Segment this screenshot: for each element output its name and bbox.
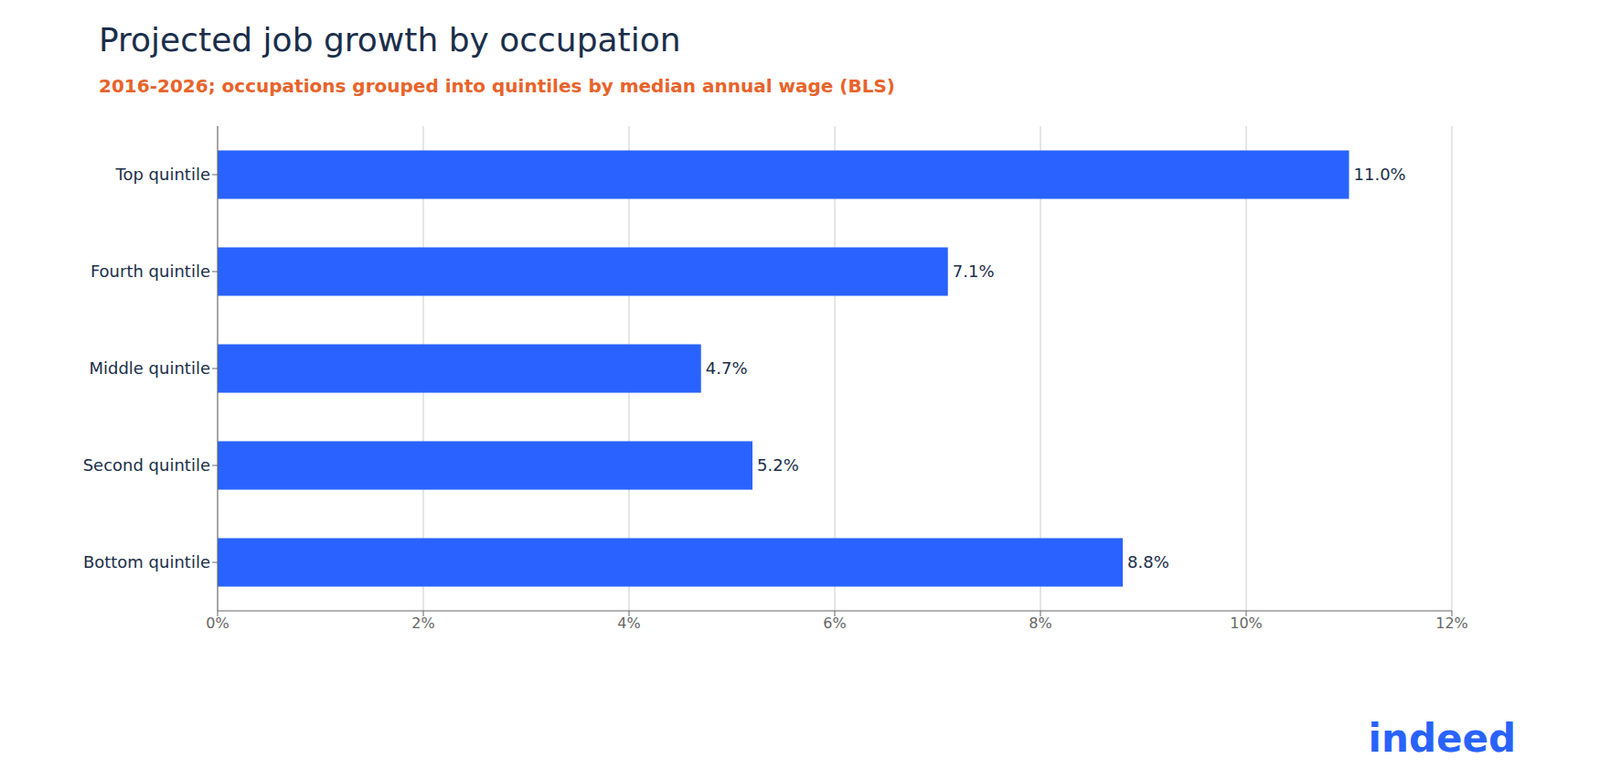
svg-text:2%: 2% (411, 614, 435, 632)
svg-text:4%: 4% (617, 614, 640, 632)
html-text:Projected job growth by occupa: Projected job growth by occupation (98, 21, 681, 59)
svg-text:11.0%: 11.0% (1354, 164, 1407, 184)
svg-text:Bottom quintile: Bottom quintile (83, 552, 211, 572)
svg-text:Fourth quintile: Fourth quintile (90, 261, 211, 281)
svg-text:Top quintile: Top quintile (115, 164, 211, 184)
svg-text:4.7%: 4.7% (705, 358, 748, 378)
svg-text:Middle quintile: Middle quintile (88, 358, 211, 378)
svg-text:5.2%: 5.2% (757, 455, 800, 475)
svg-text:8%: 8% (1028, 614, 1052, 632)
html-text:indeed: indeed (1368, 715, 1516, 761)
svg-text:12%: 12% (1435, 614, 1469, 632)
svg-text:6%: 6% (822, 614, 846, 632)
html-text:2016-2026; occupations grouped: 2016-2026; occupations grouped into quin… (98, 74, 896, 97)
svg-text:8.8%: 8.8% (1127, 552, 1170, 572)
svg-text:10%: 10% (1229, 614, 1263, 632)
svg-text:0%: 0% (205, 614, 229, 632)
svg-text:Second quintile: Second quintile (83, 455, 211, 475)
svg-text:7.1%: 7.1% (952, 261, 995, 281)
